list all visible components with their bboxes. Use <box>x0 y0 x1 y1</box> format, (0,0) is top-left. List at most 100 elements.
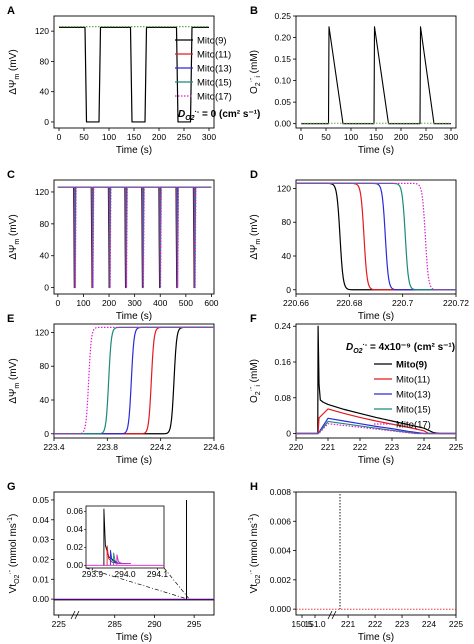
y-tick-label: 0.16 <box>274 357 291 367</box>
x-tick-label: 220.72 <box>443 298 469 308</box>
inset: 293.9 294.0 294.1 0.00 0.02 0.04 0.06 <box>66 505 169 579</box>
y-label-part: (mV) <box>249 214 260 238</box>
x-tick-label: 100 <box>76 298 90 308</box>
trace-spikes <box>57 186 212 289</box>
y-tick-label: 120 <box>277 183 291 193</box>
x-tick-label: 221 <box>321 442 335 452</box>
legend-entry: Mito(11) <box>396 375 430 386</box>
y-tick-label: 0.008 <box>270 487 292 497</box>
y-tick-label: 0.01 <box>32 574 49 584</box>
y-tick-label: 0.25 <box>274 11 291 21</box>
inset-connector <box>85 567 185 599</box>
y-tick-label: 40 <box>40 395 50 405</box>
x-tick-label: 0 <box>57 132 62 142</box>
y-tick-label: 0.02 <box>32 554 49 564</box>
legend: Mito(9) Mito(11) Mito(13) Mito(15) Mito(17) <box>175 36 232 103</box>
inset-trace-Mito(17) <box>116 554 131 566</box>
x-tick-label: 300 <box>128 298 142 308</box>
y-label-part: (mV) <box>8 358 19 382</box>
y-label-part: (mV) <box>8 49 19 73</box>
y-label-part: (mM) <box>249 359 260 385</box>
plot-frame <box>53 179 215 295</box>
y-label-part: ) <box>8 514 19 517</box>
y-tick-label: 0.05 <box>32 495 49 505</box>
y-tick-label: 0.24 <box>274 321 291 331</box>
x-tick-label: 250 <box>419 132 433 142</box>
x-tick-label: 222 <box>368 619 382 629</box>
x-axis-label: Time (s) <box>116 632 152 643</box>
trace-Mito(11) <box>296 182 456 291</box>
inset-x-tick-label: 294.0 <box>114 569 136 579</box>
panel-A: 0 50 100 150 200 250 300 0 40 80 120 Time (s) A ΔΨm (… <box>7 5 260 156</box>
annot-part: D <box>346 342 353 353</box>
y-tick-label: 80 <box>282 217 292 227</box>
x-axis-label: Time (s) <box>358 145 394 156</box>
trace-mito9 <box>59 26 209 123</box>
x-tick-label: 295 <box>187 619 201 629</box>
axis-break <box>74 610 80 620</box>
x-tick-label: 223 <box>385 442 399 452</box>
x-axis-label: Time (s) <box>116 455 152 466</box>
annot-sub: O2 <box>185 115 194 122</box>
y-axis-label: ΔΨm (mV) <box>249 214 262 259</box>
panel-label: H <box>250 481 258 493</box>
y-label-sub: m <box>14 74 21 80</box>
panel-C: 0 100 200 300 400 500 600 0 40 80 120 Time (s) C ΔΨm … <box>7 169 219 322</box>
y-label-sub: 2 <box>255 391 262 395</box>
trace-Mito(11) <box>296 408 456 435</box>
panel-F: 220 221 222 223 224 225 0 0.08 0.16 0.24 Time (s) F… <box>248 313 463 466</box>
diffusion-annotation: DO2·- = 0 (cm² s⁻¹) <box>178 109 260 122</box>
panel-label: C <box>7 169 15 181</box>
x-tick-label: 220.68 <box>336 298 362 308</box>
plot-frame <box>295 179 457 295</box>
y-label-sup: -1 <box>248 517 255 523</box>
x-tick-label: 50 <box>79 132 89 142</box>
y-axis-label: ΔΨm (mV) <box>8 49 21 94</box>
y-label-sub: m <box>255 239 262 245</box>
inset-x-tick-label: 294.1 <box>147 569 169 579</box>
y-tick-label: 0.002 <box>270 575 292 585</box>
x-tick-label: 224.6 <box>203 442 225 452</box>
y-tick-label: 0.000 <box>270 604 292 614</box>
annot-part: D <box>178 109 185 120</box>
x-tick-label: 224.2 <box>150 442 172 452</box>
x-tick-label: 225 <box>449 619 463 629</box>
y-label-part: (mM) <box>249 50 260 76</box>
annot-sup: ·- <box>363 342 368 349</box>
legend-entry: Mito(9) <box>396 360 427 371</box>
x-tick-label: 224 <box>422 619 436 629</box>
x-tick-label: 225 <box>449 442 463 452</box>
x-tick-label: 220.7 <box>392 298 414 308</box>
x-tick-label: 200 <box>102 298 116 308</box>
y-label-sup: -1 <box>7 517 14 523</box>
y-label-part: ΔΨ <box>8 245 19 260</box>
y-tick-label: 80 <box>40 361 50 371</box>
y-label-sub: m <box>14 383 21 389</box>
trace-spikes <box>57 186 212 289</box>
trace-spikes <box>57 186 212 289</box>
x-tick-label: 223.4 <box>43 442 65 452</box>
inset-connector <box>163 567 189 599</box>
panel-label: E <box>7 313 14 325</box>
inset-y-tick-label: 0.06 <box>66 506 83 516</box>
trace-Mito(15) <box>296 182 456 291</box>
inset-y-tick-label: 0.04 <box>66 524 83 534</box>
axis-break <box>327 610 333 620</box>
trace-spikes <box>57 186 212 289</box>
y-tick-label: 0.004 <box>270 546 292 556</box>
x-tick-label: 0 <box>299 132 304 142</box>
inset-frame <box>85 505 165 569</box>
legend-entry: Mito(15) <box>396 405 431 416</box>
y-label-sup: ·- <box>7 569 14 574</box>
panel-label: F <box>250 313 257 325</box>
trace-Mito(9) <box>296 325 456 435</box>
panel-D: 220.66 220.68 220.7 220.72 0 40 80 120 Time (s) D… <box>249 169 469 322</box>
y-tick-label: 120 <box>35 187 49 197</box>
y-tick-label: 0.05 <box>274 97 291 107</box>
y-tick-label: 0 <box>44 117 49 127</box>
x-tick-label: 100 <box>102 132 116 142</box>
x-tick-label: 200 <box>152 132 166 142</box>
plot-frame <box>295 323 457 439</box>
x-tick-label: 500 <box>179 298 193 308</box>
